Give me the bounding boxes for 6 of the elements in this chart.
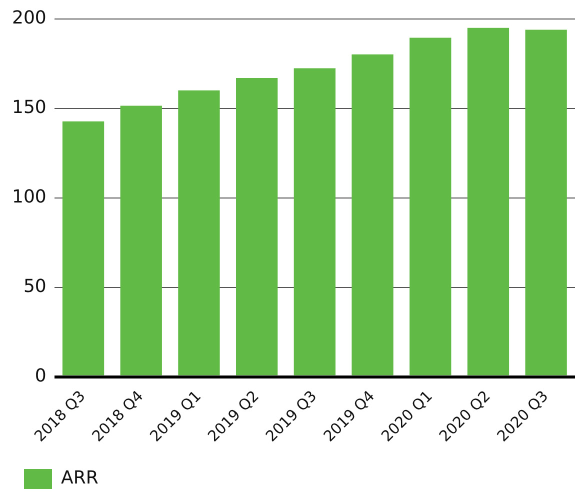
y-tick-label: 0 [34,365,46,386]
y-tick-label: 150 [12,96,46,118]
y-tick-label: 100 [12,186,46,208]
y-tick-label: 200 [12,7,46,28]
legend-label: ARR [61,468,98,489]
y-tick-label: 50 [23,276,46,297]
